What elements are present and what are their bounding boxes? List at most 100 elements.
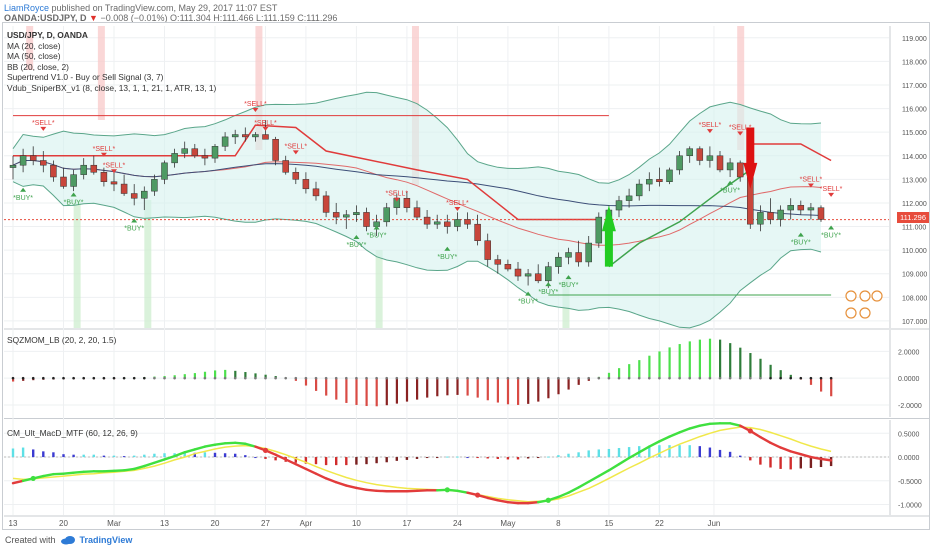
sqz-dot [759, 376, 762, 380]
candle [151, 179, 158, 192]
macd-histogram-bar [143, 454, 146, 458]
sqz-dot [668, 376, 671, 380]
macd-histogram-bar [436, 457, 439, 459]
candle [767, 212, 774, 220]
macd-line-segment [143, 461, 156, 468]
macd-histogram-bar [92, 454, 95, 458]
tradingview-cloud-icon [60, 536, 75, 545]
sqz-bar [173, 375, 176, 379]
x-tick-label: Mar [107, 519, 121, 528]
candle [343, 214, 350, 218]
sqz-dot [466, 376, 469, 380]
sqz-bar [244, 372, 247, 379]
tradingview-brand[interactable]: TradingView [79, 535, 133, 545]
macd-histogram-bar [668, 445, 671, 458]
candle [231, 134, 239, 138]
candle [474, 223, 481, 241]
candle [302, 179, 310, 190]
sqz-dot [213, 376, 217, 380]
sqz-dot [264, 376, 267, 380]
low-label: L: [256, 13, 264, 23]
sqz-dot [718, 376, 722, 380]
sqz-bar [22, 378, 25, 381]
candle [595, 216, 603, 244]
sell-signal-label: *SELL* [446, 200, 469, 207]
x-tick-label: 10 [352, 519, 361, 528]
sqz-bar [567, 378, 570, 390]
macd-line-segment [819, 457, 833, 462]
macd-histogram-bar [749, 457, 752, 461]
candle [201, 155, 209, 159]
macd-histogram-bar [254, 457, 257, 459]
buy-arrow-icon [70, 192, 77, 197]
candle [252, 134, 259, 138]
sqz-dot [324, 376, 328, 380]
sell-signal-label: *SELL* [103, 162, 126, 169]
signal-band [255, 26, 263, 150]
buy-signal-label: *BUY* [367, 233, 387, 240]
macd-line-segment [324, 477, 338, 484]
sqz-dot [223, 376, 227, 380]
candle [211, 146, 219, 159]
y-tick-label: -2.0000 [898, 403, 922, 410]
sqz-bar [436, 378, 439, 397]
pane-bg-sq [4, 330, 889, 417]
y-tick-label: 0.5000 [898, 431, 920, 438]
legend-cm-macd[interactable]: CM_Ult_MacD_MTF (60, 12, 26, 9) [7, 428, 138, 438]
macd-histogram-bar [405, 457, 409, 460]
macd-histogram-bar [365, 457, 368, 465]
legend-ma20[interactable]: MA (20, close) [7, 40, 61, 51]
macd-histogram-bar [294, 457, 297, 463]
macd-line-segment [587, 474, 600, 483]
sell-arrow-icon [100, 152, 107, 157]
candle [635, 183, 643, 197]
sqz-bar [214, 370, 217, 379]
x-tick-label: 20 [211, 519, 220, 528]
macd-histogram-bar [122, 456, 126, 458]
macd-histogram-bar [234, 453, 237, 458]
buy-signal-label: *BUY* [437, 254, 457, 261]
candle [565, 252, 572, 258]
legend-supertrend[interactable]: Supertrend V1.0 - Buy or Sell Signal (3,… [7, 72, 164, 83]
x-tick-label: Apr [300, 519, 313, 528]
bollinger-lower [12, 181, 822, 329]
macd-line-segment [132, 464, 146, 471]
low-value: 111.159 [263, 13, 295, 23]
y-tick-label: 114.000 [902, 154, 927, 161]
legend-bb[interactable]: BB (20, close, 2) [7, 61, 69, 72]
event-flag-icon [859, 290, 871, 302]
sqz-bar [405, 378, 409, 402]
symbol-label: OANDA:USDJPY, D [4, 13, 87, 23]
macd-histogram-bar [698, 446, 701, 458]
macd-line-segment [203, 443, 217, 448]
sqz-dot [334, 376, 338, 380]
macd-histogram-bar [213, 452, 217, 458]
macd-line-segment [557, 491, 570, 499]
macd-line-segment [345, 484, 358, 490]
macd-histogram-bar [718, 449, 722, 458]
candle [322, 195, 330, 213]
candle [90, 164, 98, 173]
signal-line [12, 426, 832, 503]
legend-sniper[interactable]: Vdub_SniperBX_v1 (8, close, 13, 1, 1, 21… [7, 82, 217, 93]
macd-line-segment [11, 479, 25, 485]
candle [272, 139, 279, 161]
legend-ma50[interactable]: MA (50, close) [7, 51, 61, 62]
sell-signal-label: *SELL* [32, 120, 55, 127]
macd-line-segment [759, 435, 772, 444]
candle [120, 183, 128, 194]
sqz-dot [526, 376, 530, 380]
sqz-bar [537, 378, 540, 402]
sell-arrow-icon [393, 197, 400, 202]
macd-line-segment [335, 481, 348, 487]
macd-histogram-bar [446, 456, 449, 458]
author-link[interactable]: LiamRoyce [4, 3, 50, 13]
sqz-bar [375, 378, 378, 407]
sqz-dot [183, 376, 186, 380]
sqz-dot [375, 376, 378, 380]
sqz-bar [607, 372, 611, 379]
macd-line-segment [244, 442, 257, 448]
sqz-dot [637, 376, 641, 380]
legend-sqzmom[interactable]: SQZMOM_LB (20, 2, 20, 1.5) [7, 335, 117, 345]
